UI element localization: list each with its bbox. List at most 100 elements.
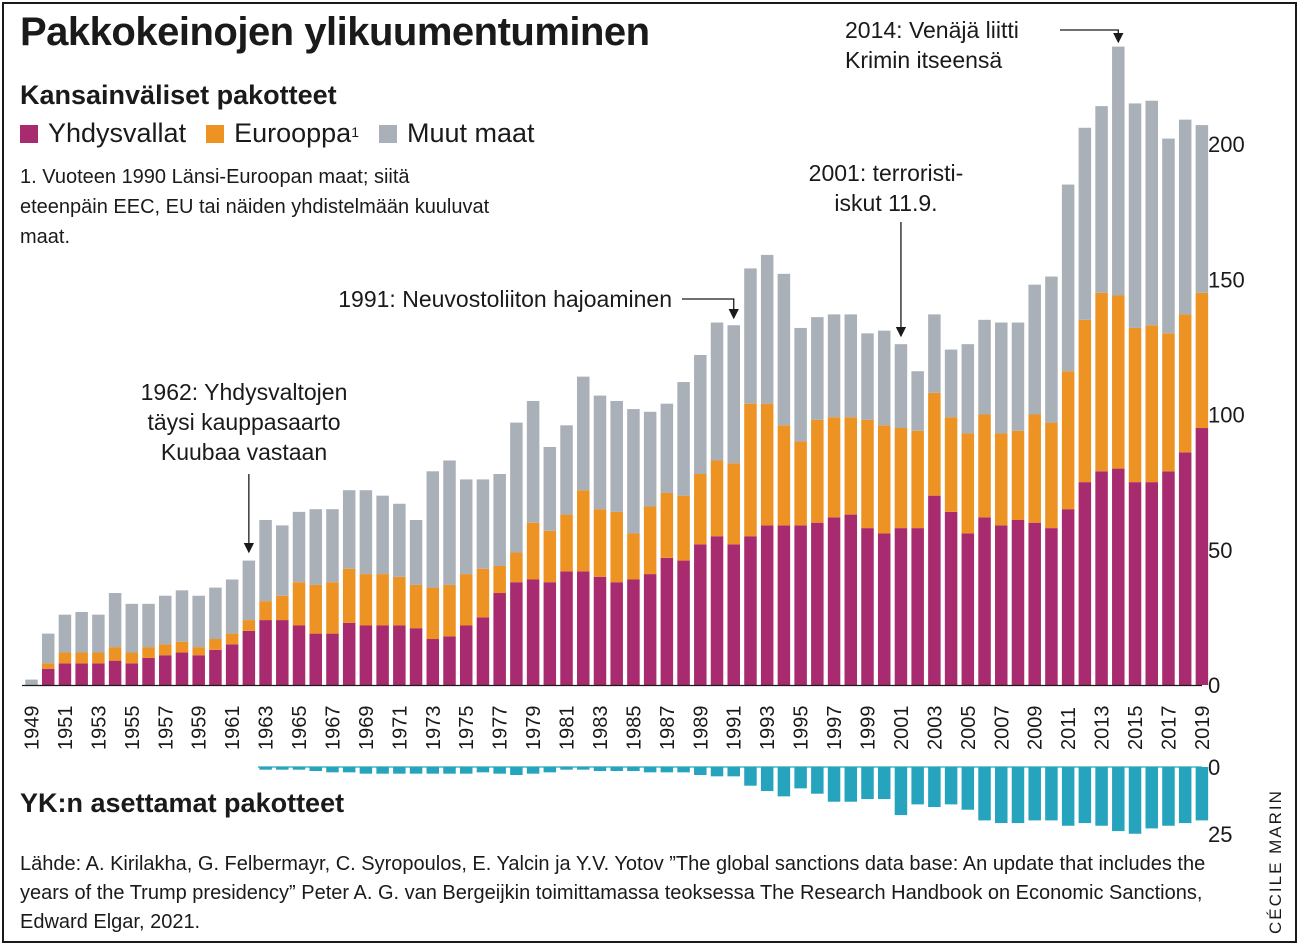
bar-others-1978: [510, 422, 523, 553]
bar-others-1970: [376, 495, 389, 575]
bar-us-1967: [326, 633, 339, 685]
bar-europe-1960: [209, 639, 222, 650]
bar-us-1951: [58, 663, 72, 685]
un-bar-2010: [1045, 767, 1058, 821]
x-tick-label-2009: 2009: [1025, 706, 1047, 751]
chart-subtitle: Kansainväliset pakotteet: [20, 80, 337, 110]
bar-europe-1995: [794, 441, 807, 526]
un-bar-2011: [1061, 767, 1075, 826]
un-bar-2007: [995, 767, 1008, 824]
bar-others-1964: [276, 525, 289, 596]
un-bar-2014: [1112, 767, 1125, 832]
bar-europe-2007: [995, 433, 1008, 526]
bar-others-2019: [1195, 125, 1209, 293]
bar-us-1971: [393, 625, 406, 685]
un-bar-1993: [760, 767, 774, 792]
bar-us-2011: [1061, 509, 1075, 685]
x-tick-label-2015: 2015: [1125, 706, 1147, 751]
bar-europe-1980: [543, 530, 557, 583]
legend-label-us: Yhdysvallat: [48, 118, 187, 148]
bar-us-1978: [510, 582, 523, 685]
bar-us-1964: [276, 620, 289, 685]
un-bar-1992: [744, 767, 757, 786]
un-bar-1986: [643, 767, 657, 773]
bar-others-2011: [1061, 184, 1075, 372]
bar-europe-2006: [978, 414, 991, 518]
bar-europe-1953: [92, 652, 105, 664]
x-tick-label-2005: 2005: [958, 706, 980, 751]
x-tick-label-1973: 1973: [423, 706, 445, 751]
legend-swatch-others: [378, 124, 397, 143]
bar-others-1949: [25, 679, 38, 685]
x-tick-label-1991: 1991: [724, 706, 746, 751]
un-bar-1971: [393, 767, 406, 774]
bar-us-2005: [961, 533, 975, 685]
bar-others-1952: [75, 611, 88, 653]
un-bar-2019: [1195, 767, 1209, 821]
bar-others-2013: [1095, 106, 1108, 293]
x-tick-label-1985: 1985: [623, 706, 645, 751]
bar-others-2003: [928, 314, 941, 393]
un-bar-2005: [961, 767, 975, 810]
bar-others-1992: [744, 268, 757, 404]
x-tick-label-1969: 1969: [356, 706, 378, 751]
y-tick-label-50: 50: [1208, 538, 1232, 563]
bar-europe-2008: [1011, 430, 1025, 520]
un-bar-1981: [560, 767, 573, 770]
un-bar-2008: [1011, 767, 1025, 824]
un-bar-2000: [877, 767, 891, 800]
legend-swatch-us: [20, 124, 38, 143]
legend-item-us: Yhdysvallat: [20, 118, 186, 149]
bar-europe-1957: [159, 644, 172, 656]
bar-europe-2013: [1095, 292, 1108, 472]
bar-europe-2002: [911, 430, 924, 529]
bar-others-2002: [911, 371, 924, 431]
x-tick-label-1989: 1989: [690, 706, 712, 751]
bar-us-1968: [342, 622, 356, 685]
bar-europe-1994: [777, 425, 791, 526]
y-tick-label-0: 0: [1208, 673, 1220, 698]
bar-europe-1977: [493, 565, 506, 594]
un-bar-1964: [276, 767, 289, 770]
bar-us-2003: [928, 495, 941, 685]
bar-us-1965: [292, 625, 306, 685]
bar-us-1993: [760, 525, 774, 685]
bar-us-2006: [978, 517, 991, 685]
bar-us-1955: [125, 663, 139, 685]
bar-europe-2011: [1061, 371, 1075, 510]
bar-us-1996: [811, 522, 824, 685]
bar-others-1980: [543, 446, 557, 531]
bar-others-2007: [995, 322, 1008, 434]
un-bar-1975: [459, 767, 473, 774]
bar-europe-2004: [944, 417, 958, 512]
bar-others-1984: [610, 400, 623, 512]
bar-europe-1951: [58, 652, 72, 664]
bar-europe-1962: [242, 620, 256, 631]
un-bar-1966: [309, 767, 322, 772]
bar-others-1969: [359, 490, 373, 575]
bar-others-1986: [643, 411, 657, 507]
bar-us-2008: [1011, 519, 1025, 685]
bar-others-1956: [142, 603, 155, 648]
bar-others-1989: [694, 354, 707, 475]
legend-label-others: Muut maat: [406, 118, 535, 148]
bar-us-2007: [995, 525, 1008, 685]
un-bar-1988: [677, 767, 690, 773]
bar-us-1994: [777, 525, 791, 685]
x-tick-label-2011: 2011: [1058, 707, 1080, 750]
bar-others-2014: [1112, 46, 1125, 296]
un-bar-2013: [1095, 767, 1108, 826]
bar-europe-2019: [1195, 292, 1209, 429]
x-tick-label-1971: 1971: [389, 706, 411, 751]
un-bar-1997: [827, 767, 841, 802]
bar-others-2012: [1078, 127, 1092, 320]
bar-europe-1952: [75, 652, 88, 664]
bar-others-1960: [209, 587, 222, 640]
bar-us-1989: [694, 544, 707, 685]
bar-others-1977: [493, 474, 506, 566]
un-bar-2006: [978, 767, 991, 821]
bar-europe-1996: [811, 419, 824, 523]
un-bar-2004: [944, 767, 958, 805]
bar-others-1982: [577, 376, 590, 491]
un-bar-1978: [510, 767, 523, 776]
